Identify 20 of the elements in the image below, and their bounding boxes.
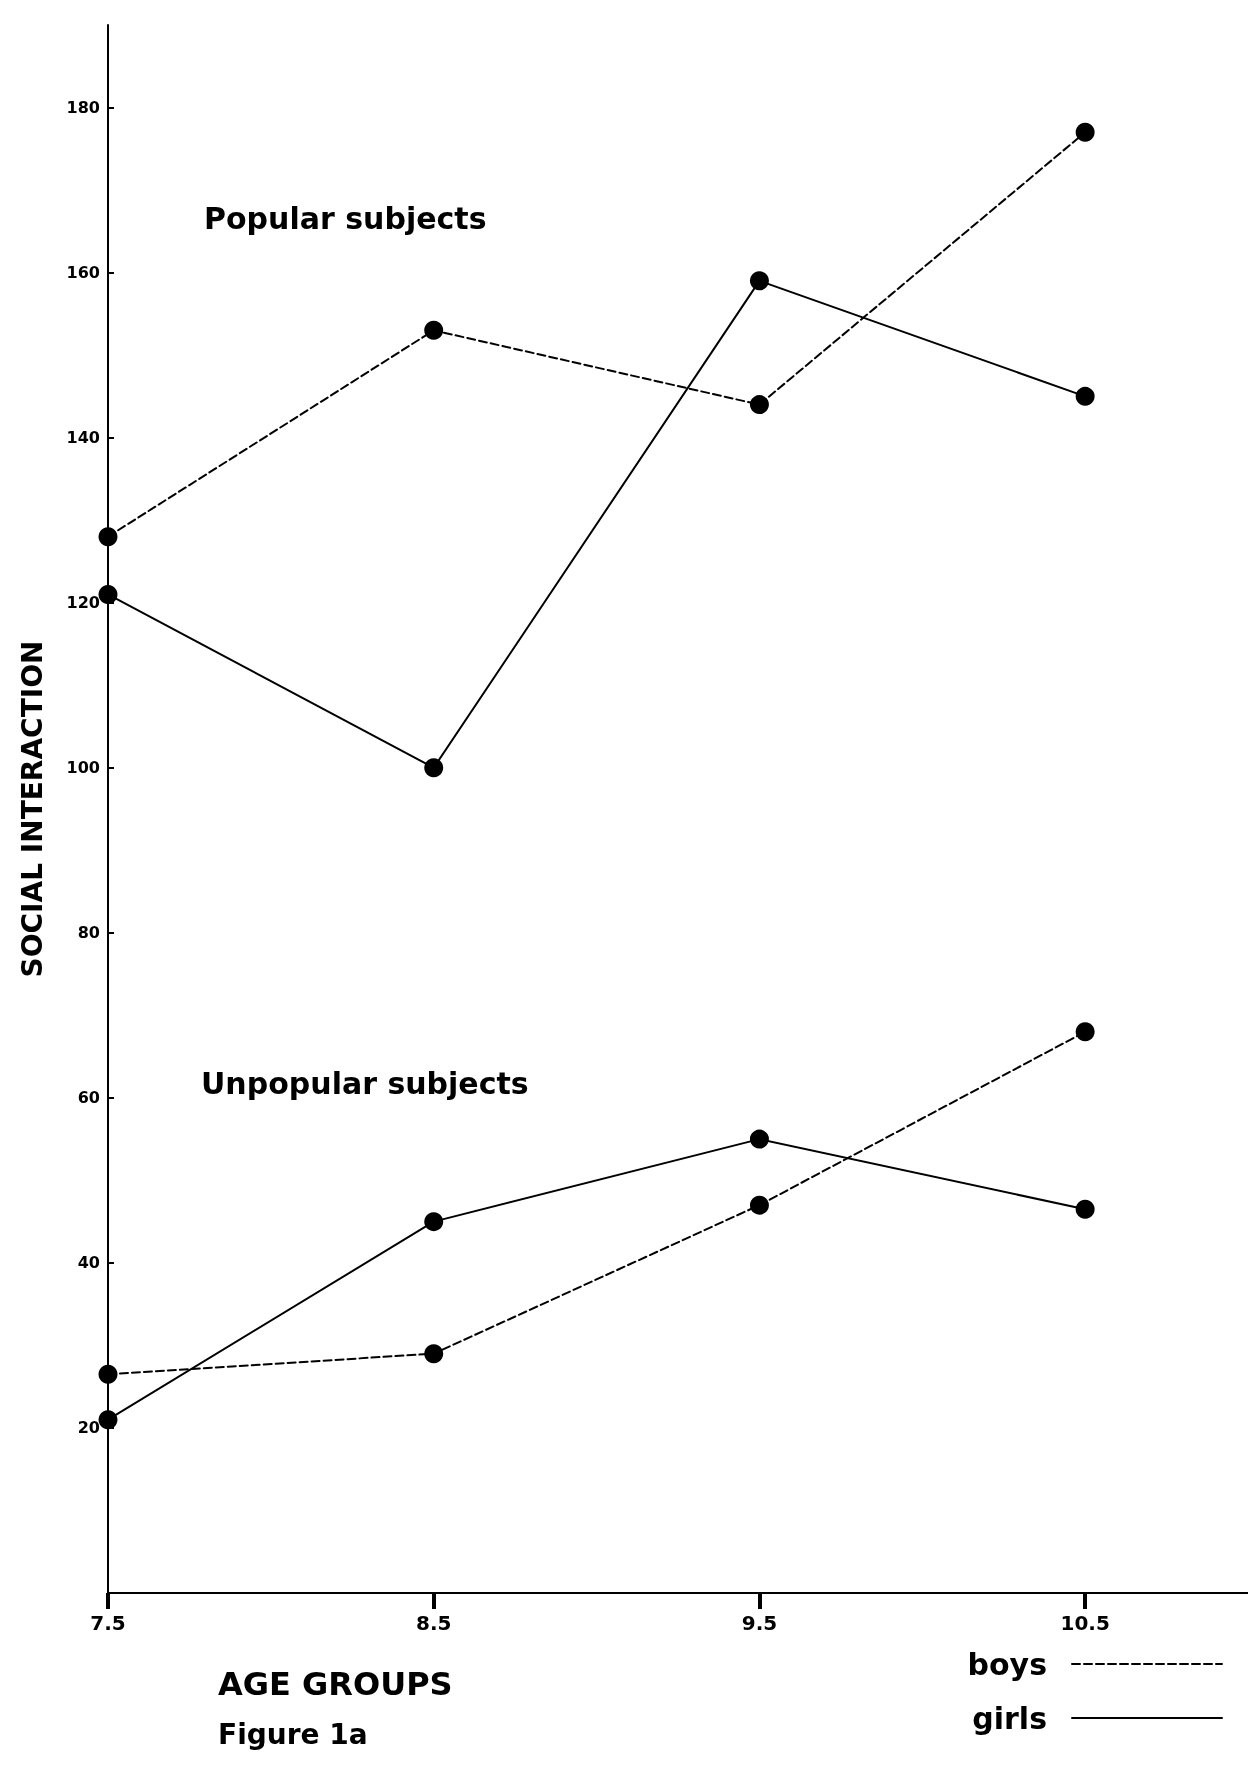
y-tick-label: 140 (66, 428, 100, 448)
x-tick-label: 10.5 (1060, 1611, 1110, 1635)
x-tick-label: 7.5 (90, 1611, 126, 1635)
y-tick-label: 20 (77, 1418, 100, 1438)
y-tick-label: 160 (66, 263, 100, 283)
x-tick-label: 9.5 (741, 1611, 778, 1635)
y-axis-title: SOCIAL INTERACTION (15, 640, 49, 978)
y-tick-label: 60 (77, 1088, 100, 1108)
legend-label: girls (972, 1700, 1047, 1736)
x-axis-title: AGE GROUPS (218, 1665, 453, 1703)
annotation: Unpopular subjects (201, 1065, 529, 1101)
legend-label: boys (967, 1646, 1047, 1682)
y-tick-label: 40 (77, 1253, 100, 1273)
y-tick-label: 100 (66, 758, 100, 778)
y-tick-label: 120 (66, 593, 100, 613)
y-tick-label: 180 (66, 98, 100, 118)
annotation: Popular subjects (204, 200, 487, 236)
y-tick-label: 80 (77, 923, 100, 943)
x-tick-label: 8.5 (416, 1611, 452, 1635)
caption: Figure 1a (218, 1717, 368, 1751)
